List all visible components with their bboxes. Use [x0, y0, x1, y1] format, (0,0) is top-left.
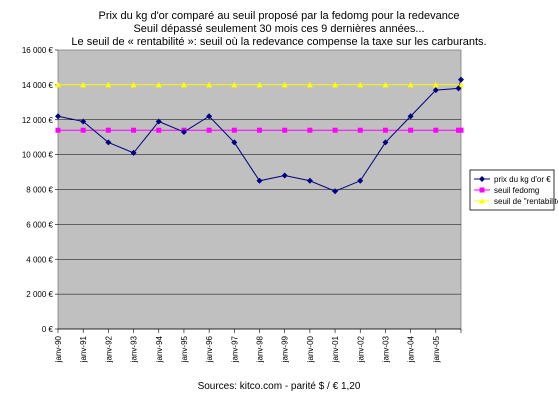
- data-point-2-7: [231, 81, 238, 88]
- data-point-1-9: [282, 127, 288, 133]
- x-tick-label-7: janv-97: [230, 335, 239, 363]
- data-point-1-12: [357, 127, 363, 133]
- gridlines: [58, 84, 461, 295]
- legend-label-0: prix du kg d'or €: [494, 175, 551, 184]
- data-point-0-0: [55, 113, 61, 120]
- data-point-1-10: [307, 127, 313, 133]
- x-tick-label-4: janv-94: [155, 335, 164, 363]
- data-point-0-12: [357, 177, 364, 184]
- x-tick-label-1: janv-91: [79, 335, 88, 363]
- data-point-2-14: [407, 81, 414, 88]
- data-point-1-0: [55, 127, 61, 133]
- data-point-2-8: [256, 81, 263, 88]
- data-point-2-2: [105, 81, 112, 88]
- chart-source: Sources: kitco.com - parité $ / € 1,20: [197, 381, 361, 392]
- y-tick-label-5: 10 000 €: [22, 151, 54, 160]
- data-point-1-16: [455, 127, 461, 133]
- data-point-1-7: [231, 127, 237, 133]
- data-point-2-11: [332, 81, 339, 88]
- x-tick-label-9: janv-99: [281, 335, 290, 363]
- data-point-2-6: [206, 81, 213, 88]
- data-point-1-3: [131, 127, 137, 133]
- data-point-2-9: [281, 81, 288, 88]
- data-point-1-15: [433, 127, 439, 133]
- legend-marker-2: [479, 198, 485, 204]
- data-point-0-7: [231, 139, 238, 146]
- data-point-2-5: [180, 81, 187, 88]
- chart-subtitle-1: Seuil dépassé seulement 30 mois ces 9 de…: [133, 23, 425, 35]
- x-tick-label-3: janv-93: [130, 335, 139, 363]
- data-point-0-2: [105, 139, 112, 146]
- data-point-1-8: [257, 127, 262, 133]
- data-point-0-3: [130, 149, 137, 156]
- chart-subtitle-2: Le seuil de « rentabilité »: seuil où la…: [71, 36, 487, 48]
- x-tick-label-13: janv-03: [381, 335, 390, 363]
- y-axis-ticks: 0 € 2 000 € 4 000 € 6 000 € 8 000 € 10 000 € 1…: [22, 46, 58, 334]
- data-point-0-17: [458, 76, 464, 83]
- data-point-2-12: [357, 81, 364, 88]
- legend-label-1: seuil fedomg: [494, 186, 539, 195]
- data-point-1-4: [156, 127, 162, 133]
- x-tick-label-2: janv-92: [104, 335, 113, 363]
- x-axis-ticks: janv-90 janv-91 janv-92 janv-93 janv-94 janv-…: [54, 328, 462, 363]
- x-tick-label-15: janv-05: [432, 335, 441, 363]
- data-point-2-13: [382, 81, 389, 88]
- x-tick-label-11: janv-01: [331, 335, 340, 363]
- x-tick-label-5: janv-95: [180, 335, 189, 363]
- data-point-1-11: [332, 127, 338, 133]
- data-point-2-1: [80, 81, 87, 88]
- y-tick-label-7: 14 000 €: [22, 81, 54, 90]
- x-tick-label-10: janv-00: [306, 335, 315, 363]
- data-point-2-10: [306, 81, 313, 88]
- y-tick-label-4: 8 000 €: [26, 186, 53, 195]
- data-point-0-9: [281, 172, 288, 179]
- y-tick-label-6: 12 000 €: [22, 116, 54, 125]
- data-point-1-6: [206, 127, 212, 133]
- data-point-2-3: [130, 81, 137, 88]
- legend-marker-1: [479, 187, 485, 193]
- data-point-0-13: [382, 139, 389, 146]
- x-tick-label-14: janv-04: [407, 335, 416, 363]
- data-point-2-16: [458, 81, 464, 88]
- chart-title: Prix du kg d'or comparé au seuil proposé…: [98, 10, 460, 22]
- x-tick-label-0: janv-90: [54, 335, 63, 363]
- x-tick-label-6: janv-96: [205, 335, 214, 363]
- data-point-0-16: [455, 85, 462, 92]
- data-point-2-0: [55, 81, 61, 88]
- data-point-2-15: [432, 81, 439, 88]
- x-tick-label-12: janv-02: [356, 335, 365, 363]
- y-tick-label-3: 6 000 €: [26, 220, 53, 229]
- data-point-0-1: [80, 118, 87, 125]
- y-tick-label-2: 4 000 €: [26, 255, 53, 264]
- y-tick-label-1: 2 000 €: [26, 290, 53, 299]
- data-point-0-15: [432, 87, 439, 94]
- data-point-2-4: [155, 81, 162, 88]
- data-point-1-13: [382, 127, 388, 133]
- x-tick-label-8: janv-98: [256, 335, 265, 363]
- data-point-0-6: [206, 113, 213, 120]
- legend-label-2: seuil de "rentabilité": [494, 197, 558, 206]
- data-point-1-17: [458, 127, 464, 133]
- y-tick-label-0: 0 €: [42, 325, 54, 334]
- data-point-0-8: [256, 177, 263, 184]
- data-point-1-2: [105, 127, 111, 133]
- data-point-0-14: [407, 113, 414, 120]
- data-point-1-14: [408, 127, 414, 133]
- series-line-0: [57, 79, 462, 192]
- legend: prix du kg d'or € seuil fedomg seuil de "r…: [474, 175, 558, 206]
- series-layer: [55, 76, 464, 195]
- legend-marker-0: [479, 176, 485, 182]
- data-point-0-10: [306, 177, 313, 184]
- data-point-1-1: [80, 127, 86, 133]
- data-point-0-11: [332, 188, 339, 195]
- data-point-0-5: [180, 128, 187, 135]
- y-tick-label-8: 16 000 €: [22, 46, 54, 55]
- data-point-0-4: [155, 118, 162, 125]
